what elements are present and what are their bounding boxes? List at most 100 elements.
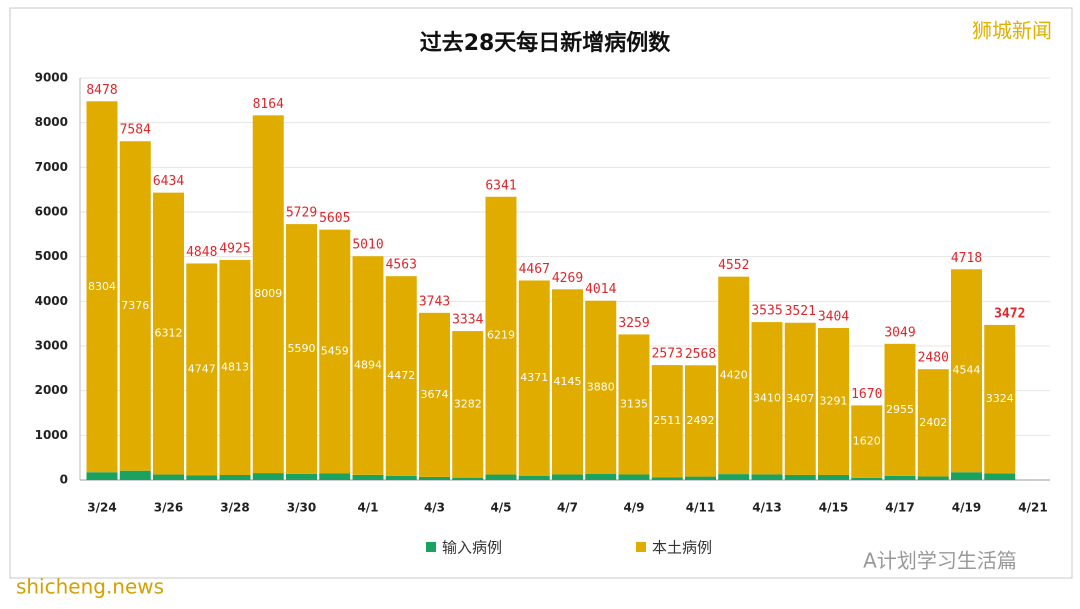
bar-segment [585,300,617,475]
bar-value-label: 6219 [487,329,515,342]
y-tick-label: 8000 [35,115,68,129]
x-tick-label: 4/19 [952,501,981,515]
bar-value-label: 3291 [820,394,848,407]
bar-segment [86,472,118,480]
y-tick-label: 0 [60,473,68,487]
bar-value-label: 4420 [720,368,748,381]
total-label: 8478 [86,83,117,98]
total-label: 4563 [386,258,417,273]
total-label: 2480 [918,351,949,366]
bar-value-label: 3674 [421,388,449,401]
y-tick-label: 7000 [35,160,68,174]
bar-segment [784,322,816,475]
chart-title: 过去28天每日新增病例数 [420,30,672,56]
total-label: 4718 [951,251,982,266]
site-watermark: shicheng.news [16,575,164,599]
bar-segment [186,475,218,480]
bar-segment [286,224,317,474]
bar-segment [984,473,1016,480]
bar-value-label: 2492 [687,414,715,427]
bar-segment [352,256,384,475]
bar-segment [419,476,450,480]
bar-value-label: 4894 [354,359,382,372]
bar-value-label: 7376 [121,299,149,312]
total-label: 8164 [253,97,284,112]
bar-value-label: 8009 [254,287,282,300]
y-tick-label: 5000 [35,249,68,263]
bar-segment [751,474,783,480]
bar-segment [951,269,982,473]
legend-swatch [636,542,646,552]
bar-value-label: 4544 [953,364,981,377]
total-label: 4269 [552,271,583,286]
bar-segment [552,289,583,475]
x-tick-label: 3/28 [220,501,249,515]
bar-segment [818,327,849,475]
bar-segment [219,474,251,480]
bar-segment [718,474,750,480]
total-label: 3334 [452,313,483,328]
bar-value-label: 2402 [919,416,947,429]
bar-segment [618,334,650,475]
bar-value-label: 3410 [753,391,781,404]
bar-segment [651,365,683,478]
bar-segment [685,365,716,477]
legend-swatch [426,542,436,552]
total-label: 5729 [286,206,317,221]
bar-segment [286,473,317,480]
total-label: 1670 [851,387,882,402]
total-label: 4467 [519,262,550,277]
total-label: 3472 [994,306,1025,321]
total-label: 5010 [352,238,383,253]
bar-value-label: 3407 [786,392,814,405]
legend: 输入病例 本土病例 [426,539,712,557]
bar-value-label: 4747 [188,362,216,375]
bar-segment [419,312,450,477]
total-label: 2568 [685,347,716,362]
bar-value-label: 3282 [454,397,482,410]
bar-value-label: 4472 [387,369,415,382]
bar-segment [186,263,218,476]
bar-value-label: 3324 [986,392,1014,405]
bar-segment [119,141,151,471]
total-label: 3535 [751,304,782,319]
x-tick-label: 4/21 [1018,501,1047,515]
total-label: 4925 [219,242,250,257]
bar-segment [884,343,916,476]
bar-segment [485,196,517,475]
bar-segment [951,472,982,480]
bar-value-label: 1620 [853,435,881,448]
bar-segment [751,322,783,475]
bar-value-label: 6312 [155,327,183,340]
bar-segment [585,474,617,480]
total-label: 2573 [652,347,683,362]
bar-segment [984,324,1016,474]
x-tick-label: 3/24 [87,501,116,515]
bar-segment [685,476,716,480]
bar-segment [385,276,417,476]
x-tick-label: 4/9 [623,501,644,515]
bar-segment [718,276,750,475]
total-label: 3049 [884,325,915,340]
bar-segment [119,470,151,480]
bar-segment [385,475,417,480]
total-label: 5605 [319,211,350,226]
bar-value-label: 5459 [321,345,349,358]
bar-segment [252,115,284,474]
total-label: 6434 [153,174,184,189]
bar-segment [818,474,849,480]
x-tick-label: 3/30 [287,501,316,515]
bar-value-label: 8304 [88,280,116,293]
bar-value-label: 5590 [288,342,316,355]
source-watermark: A计划学习生活篇 [863,549,1017,573]
watermark: 狮城新闻 [972,19,1052,43]
bar-segment [352,474,384,480]
legend-label: 本土病例 [652,539,712,557]
bar-segment [784,474,816,480]
bar-segment [319,473,351,480]
total-label: 6341 [485,178,516,193]
x-tick-label: 4/17 [885,501,914,515]
x-tick-label: 4/5 [490,501,511,515]
total-label: 7584 [120,123,151,138]
